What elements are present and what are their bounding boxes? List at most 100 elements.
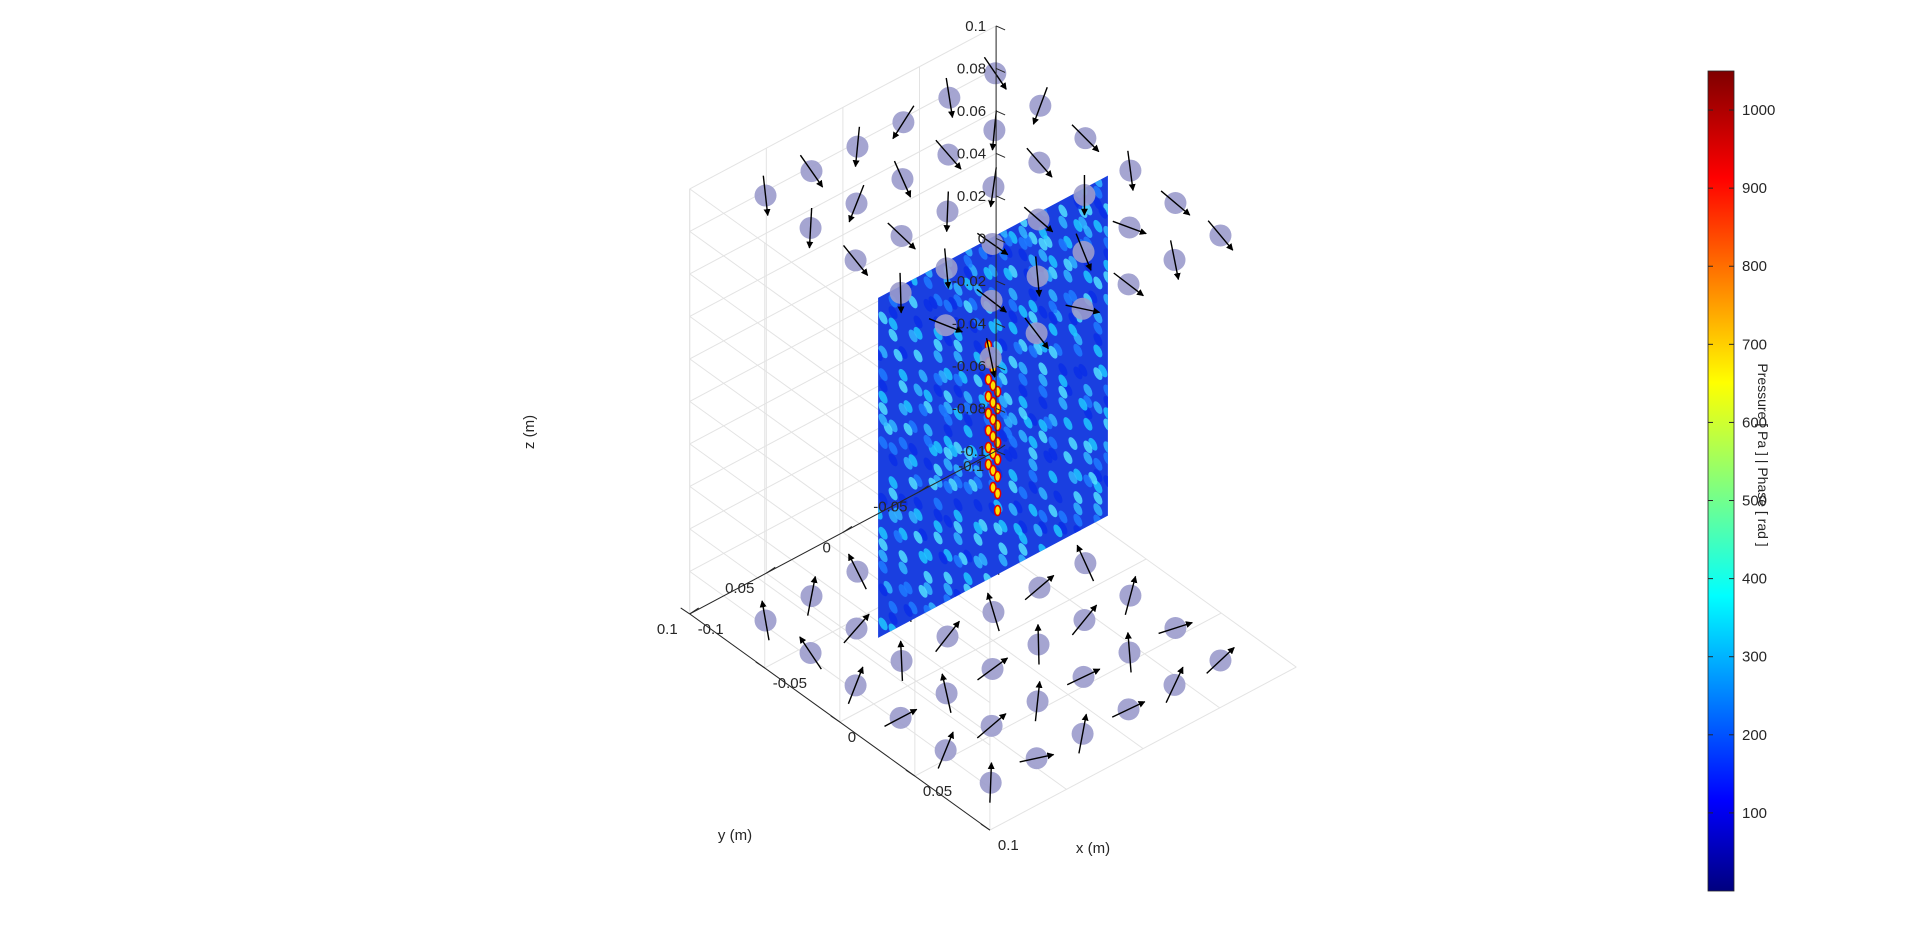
field-band xyxy=(1103,248,1108,262)
field-band xyxy=(1008,469,1018,482)
field-band xyxy=(908,442,918,456)
field-band xyxy=(978,247,988,260)
field-band xyxy=(1048,470,1058,484)
field-band xyxy=(893,348,903,362)
pressure-hotspot xyxy=(984,424,993,437)
field-band xyxy=(1018,373,1028,386)
pressure-hotspot xyxy=(984,407,993,420)
field-band xyxy=(953,520,963,534)
field-band xyxy=(943,424,953,438)
field-band xyxy=(1103,225,1108,239)
y-tick-mark xyxy=(995,444,1006,452)
field-band xyxy=(888,442,898,455)
field-band xyxy=(1018,305,1028,318)
transducer-arrow xyxy=(799,636,822,670)
field-band xyxy=(1008,299,1018,312)
field-band xyxy=(1098,364,1108,378)
transducer-arrow xyxy=(848,553,867,590)
transducer-arrow xyxy=(892,105,915,140)
field-band xyxy=(898,346,908,359)
grid-line xyxy=(689,25,997,190)
field-band xyxy=(963,481,973,495)
field-band xyxy=(928,296,938,310)
y-tick-label: -0.05 xyxy=(873,499,907,516)
z-tick-label: 0.04 xyxy=(957,145,986,162)
field-band xyxy=(1008,231,1018,244)
field-band xyxy=(893,507,903,521)
field-band xyxy=(1048,255,1058,268)
colorbar-gradient xyxy=(1707,70,1735,892)
y-axis-ticks: -0.1 -0.05 0 0.05 0.1 xyxy=(657,444,1006,638)
field-band xyxy=(1103,271,1108,285)
field-band xyxy=(1038,396,1048,410)
field-band xyxy=(1018,237,1028,250)
field-band xyxy=(1048,266,1058,280)
field-band xyxy=(923,276,933,290)
transducer-arrow xyxy=(1078,713,1089,754)
field-band xyxy=(1078,363,1088,377)
field-band xyxy=(1013,341,1023,355)
field-band xyxy=(913,508,923,522)
field-band xyxy=(953,294,963,308)
field-band xyxy=(973,532,983,546)
field-band xyxy=(933,531,943,545)
field-band xyxy=(878,348,883,361)
field-band xyxy=(903,422,913,436)
field-band xyxy=(923,298,933,312)
field-band xyxy=(1093,457,1103,471)
field-band xyxy=(998,395,1008,408)
pressure-hotspot xyxy=(984,458,993,471)
field-band xyxy=(898,550,908,563)
y-tick-label: 0.05 xyxy=(725,580,754,597)
field-band xyxy=(1008,480,1018,494)
field-band xyxy=(923,434,933,448)
field-band xyxy=(1058,385,1068,399)
field-band xyxy=(1093,401,1103,415)
field-band xyxy=(1028,435,1038,449)
field-band xyxy=(888,306,898,319)
field-band xyxy=(888,317,898,331)
field-band xyxy=(898,402,908,416)
field-band xyxy=(888,294,898,308)
colorbar-tick-label: 400 xyxy=(1742,571,1767,588)
field-band xyxy=(1003,267,1013,281)
field-band xyxy=(963,300,973,314)
field-band xyxy=(1093,219,1103,233)
transducer-arrow xyxy=(893,160,912,198)
transducer-arrow xyxy=(887,222,916,250)
transducer-arrow xyxy=(1024,574,1055,601)
x-tick-label: 0.05 xyxy=(923,783,952,800)
field-band xyxy=(1063,235,1073,249)
field-band xyxy=(1058,238,1068,252)
field-band xyxy=(973,340,983,354)
top-transducer-array xyxy=(754,56,1234,378)
grid-line xyxy=(766,572,1067,790)
transducer-arrow xyxy=(940,673,952,713)
field-band xyxy=(988,264,998,278)
pressure-hotspot xyxy=(993,453,1002,466)
transducer-arrow xyxy=(1124,575,1138,615)
field-band xyxy=(983,267,993,280)
transducer-arrow xyxy=(1206,647,1235,674)
transducer-arrow xyxy=(976,713,1007,739)
field-band xyxy=(1028,231,1038,245)
x-tick-label: -0.05 xyxy=(773,675,807,692)
field-band xyxy=(888,487,898,501)
x-tick-label: -0.1 xyxy=(698,621,724,638)
field-band xyxy=(1003,392,1013,406)
field-band xyxy=(1093,503,1103,517)
field-band xyxy=(1028,503,1038,517)
transducer-arrow xyxy=(852,126,861,168)
field-band xyxy=(923,457,933,471)
field-band xyxy=(1103,441,1108,455)
field-band xyxy=(933,463,943,477)
field-band xyxy=(898,561,908,575)
z-tick-label: -0.04 xyxy=(952,315,986,332)
colorbar-tick-label: 900 xyxy=(1742,180,1767,197)
field-band xyxy=(1043,450,1053,464)
field-band xyxy=(933,384,943,398)
field-band xyxy=(1103,395,1108,409)
field-band xyxy=(903,400,913,413)
field-band xyxy=(1088,290,1098,304)
